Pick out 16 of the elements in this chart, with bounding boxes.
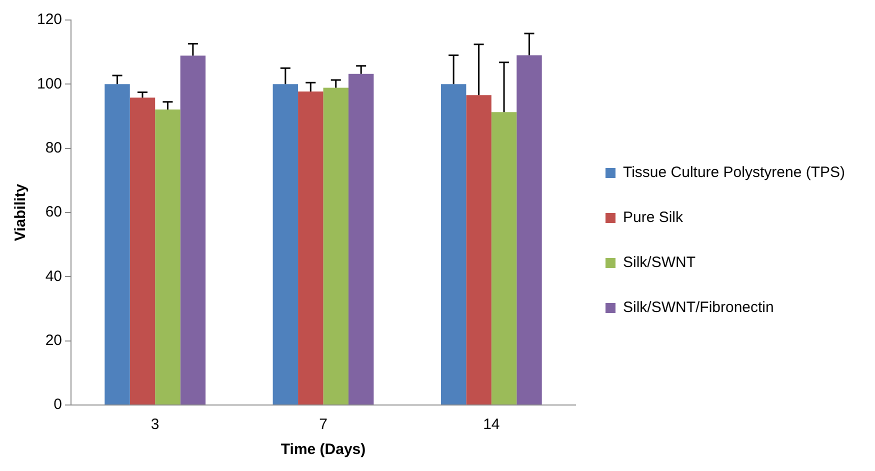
x-tick-label: 3 bbox=[150, 416, 160, 434]
y-tick-label: 20 bbox=[45, 332, 62, 349]
legend-label: Tissue Culture Polystyrene (TPS) bbox=[622, 164, 846, 182]
legend-label: Pure Silk bbox=[622, 209, 684, 226]
y-tick-label: 0 bbox=[54, 396, 62, 414]
legend-label: Silk/SWNT bbox=[622, 254, 696, 272]
y-tick-label: 80 bbox=[45, 139, 62, 156]
x-tick-label: 7 bbox=[319, 416, 328, 434]
y-axis-title: Viability bbox=[12, 183, 30, 242]
y-tick-label: 60 bbox=[45, 204, 62, 221]
y-tick-label: 100 bbox=[36, 75, 62, 92]
y-tick-label: 40 bbox=[45, 268, 62, 285]
y-tick-label: 120 bbox=[36, 11, 62, 28]
legend-label: Silk/SWNT/Fibronectin bbox=[622, 299, 774, 316]
x-axis-title: Time (Days) bbox=[280, 441, 366, 458]
x-tick-label: 14 bbox=[483, 416, 500, 434]
